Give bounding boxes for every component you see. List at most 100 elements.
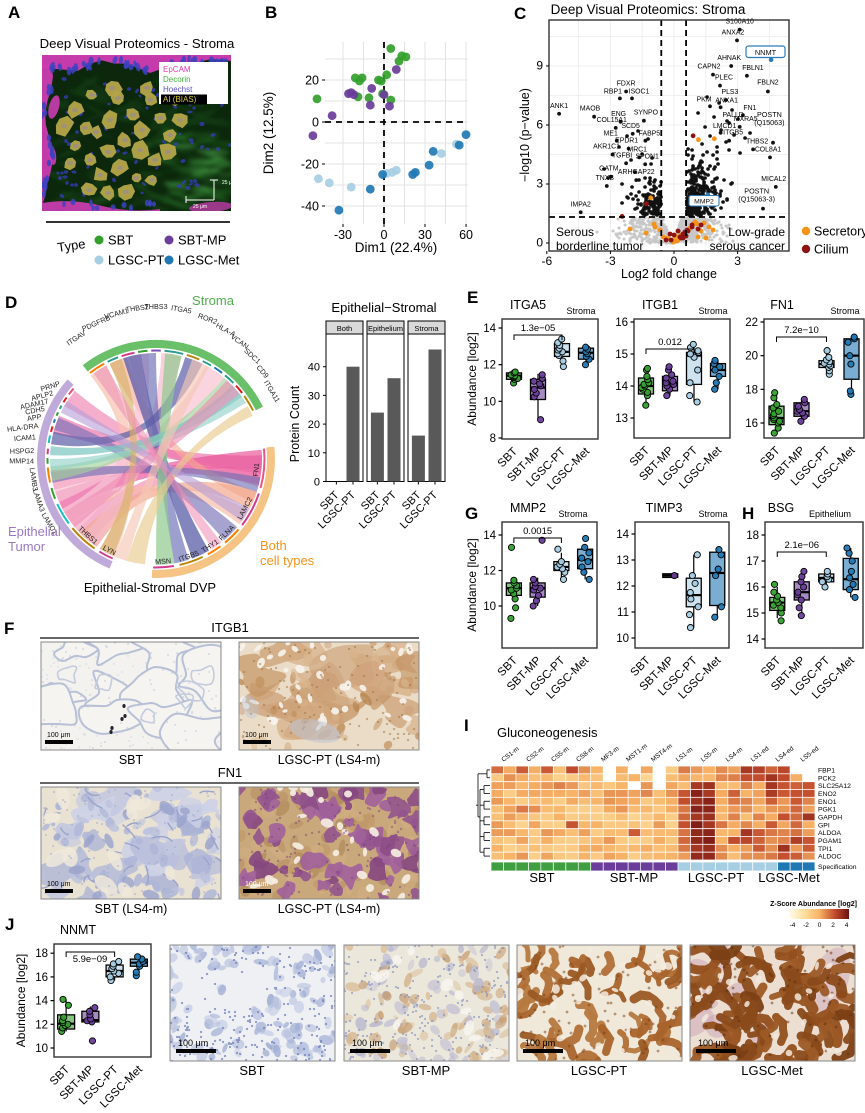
- svg-text:ITGB5: ITGB5: [723, 130, 743, 137]
- svg-text:-2: -2: [803, 922, 809, 929]
- svg-text:-20: -20: [301, 158, 319, 172]
- svg-text:F: F: [4, 619, 14, 638]
- svg-text:Deep Visual Proteomics: Stroma: Deep Visual Proteomics: Stroma: [551, 2, 746, 17]
- svg-text:NNMT: NNMT: [755, 48, 777, 57]
- svg-text:Abundance [log2]: Abundance [log2]: [465, 538, 479, 631]
- svg-text:12: 12: [483, 360, 496, 372]
- svg-text:0: 0: [312, 116, 319, 130]
- svg-text:100 μm: 100 μm: [525, 1038, 555, 1048]
- svg-text:ALDOC: ALDOC: [818, 854, 842, 861]
- svg-text:TPI1: TPI1: [818, 846, 833, 853]
- svg-text:TNXB: TNXB: [596, 175, 615, 182]
- svg-text:14: 14: [35, 996, 48, 1008]
- svg-text:LGSC-Met: LGSC-Met: [758, 870, 820, 885]
- svg-text:ME1: ME1: [604, 131, 618, 138]
- svg-text:SPON1: SPON1: [635, 153, 659, 160]
- svg-text:LGSC-PT (LS4-m): LGSC-PT (LS4-m): [278, 902, 381, 916]
- svg-text:A: A: [8, 3, 20, 22]
- svg-text:15: 15: [746, 608, 759, 620]
- svg-text:LAMB3: LAMB3: [28, 467, 40, 492]
- svg-text:FABP5: FABP5: [639, 131, 661, 138]
- svg-text:FN1: FN1: [770, 298, 794, 312]
- svg-text:MMP2: MMP2: [694, 199, 714, 206]
- svg-text:EpCAM: EpCAM: [163, 65, 191, 74]
- svg-text:0: 0: [536, 236, 543, 250]
- svg-text:EPDR1: EPDR1: [615, 138, 638, 145]
- svg-text:-30: -30: [334, 228, 352, 242]
- svg-text:PCK2: PCK2: [818, 775, 836, 782]
- svg-text:ANXA1: ANXA1: [715, 97, 738, 104]
- svg-text:10: 10: [483, 601, 496, 613]
- svg-text:20: 20: [308, 419, 320, 431]
- svg-text:Both: Both: [337, 324, 352, 333]
- svg-text:30: 30: [418, 228, 432, 242]
- svg-text:E: E: [467, 288, 478, 307]
- svg-text:POSTN: POSTN: [757, 110, 782, 119]
- svg-text:D: D: [5, 293, 17, 312]
- svg-text:FBP1: FBP1: [818, 767, 835, 774]
- svg-text:RBP1: RBP1: [604, 88, 622, 95]
- svg-text:FDXR: FDXR: [617, 81, 636, 88]
- svg-text:0: 0: [818, 922, 822, 929]
- svg-text:100 μm: 100 μm: [178, 1038, 208, 1048]
- svg-text:GATM: GATM: [599, 166, 619, 173]
- svg-text:4: 4: [845, 922, 849, 929]
- svg-text:Abundance [log2]: Abundance [log2]: [14, 954, 28, 1047]
- svg-text:−log10 (p−value): −log10 (p−value): [518, 88, 532, 182]
- svg-text:ITGA5: ITGA5: [510, 298, 546, 312]
- svg-text:Epithelium: Epithelium: [368, 324, 403, 333]
- svg-text:LMCD1: LMCD1: [713, 123, 737, 130]
- svg-text:20: 20: [745, 351, 758, 363]
- svg-text:BSG: BSG: [768, 501, 794, 515]
- svg-text:Gluconeogenesis: Gluconeogenesis: [497, 725, 598, 740]
- svg-text:MSN: MSN: [155, 556, 172, 566]
- svg-text:Tumor: Tumor: [8, 539, 46, 554]
- svg-text:FN1: FN1: [251, 463, 261, 477]
- svg-text:8: 8: [490, 433, 496, 445]
- svg-text:SCD5: SCD5: [621, 123, 640, 130]
- svg-text:FBLN2: FBLN2: [757, 80, 779, 87]
- svg-text:Stroma: Stroma: [192, 293, 235, 308]
- svg-text:0.0015: 0.0015: [523, 526, 552, 537]
- svg-text:J: J: [5, 915, 14, 934]
- svg-text:10: 10: [35, 1043, 48, 1055]
- svg-text:MAOB: MAOB: [580, 106, 601, 113]
- svg-text:AI (BIAS): AI (BIAS): [163, 95, 197, 104]
- svg-text:-4: -4: [790, 922, 796, 929]
- svg-text:9: 9: [536, 58, 543, 72]
- svg-text:COL15A1: COL15A1: [597, 117, 627, 124]
- svg-text:(Q15063-3): (Q15063-3): [738, 195, 775, 204]
- svg-text:GPI: GPI: [818, 822, 830, 829]
- svg-text:13: 13: [615, 413, 628, 425]
- svg-text:-3: -3: [605, 254, 616, 268]
- svg-text:POSTN: POSTN: [744, 187, 769, 196]
- svg-text:SBT-MP: SBT-MP: [178, 233, 226, 248]
- svg-text:SBT (LS4-m): SBT (LS4-m): [95, 902, 168, 916]
- svg-text:Dim1 (22.4%): Dim1 (22.4%): [355, 240, 438, 255]
- svg-text:Epithelial: Epithelial: [8, 524, 61, 539]
- svg-text:16: 16: [35, 972, 48, 984]
- svg-text:18: 18: [35, 948, 48, 960]
- svg-text:1.3e−05: 1.3e−05: [521, 323, 556, 334]
- svg-text:MMP2: MMP2: [510, 501, 546, 515]
- svg-text:Epithelial-Stromal DVP: Epithelial-Stromal DVP: [84, 580, 216, 595]
- svg-text:11: 11: [617, 607, 629, 619]
- svg-text:Epithelial−Stromal: Epithelial−Stromal: [331, 300, 436, 315]
- svg-text:20: 20: [305, 74, 319, 88]
- svg-text:-40: -40: [301, 200, 319, 214]
- svg-text:14: 14: [615, 381, 628, 393]
- svg-text:PALLD: PALLD: [722, 112, 743, 119]
- svg-text:14: 14: [746, 634, 759, 646]
- svg-text:40: 40: [308, 362, 320, 374]
- svg-text:FN1: FN1: [743, 105, 756, 112]
- svg-text:0: 0: [381, 228, 388, 242]
- svg-text:100 μm: 100 μm: [47, 732, 71, 739]
- svg-text:12: 12: [35, 1019, 48, 1031]
- svg-text:LGSC-Met: LGSC-Met: [178, 253, 240, 268]
- svg-text:3: 3: [734, 254, 741, 268]
- svg-text:Stroma: Stroma: [566, 306, 595, 316]
- svg-text:THBS2: THBS2: [125, 302, 149, 314]
- svg-text:borderline tumor: borderline tumor: [556, 239, 643, 253]
- svg-text:PLS3: PLS3: [722, 89, 739, 96]
- svg-text:Protein Count: Protein Count: [288, 385, 302, 462]
